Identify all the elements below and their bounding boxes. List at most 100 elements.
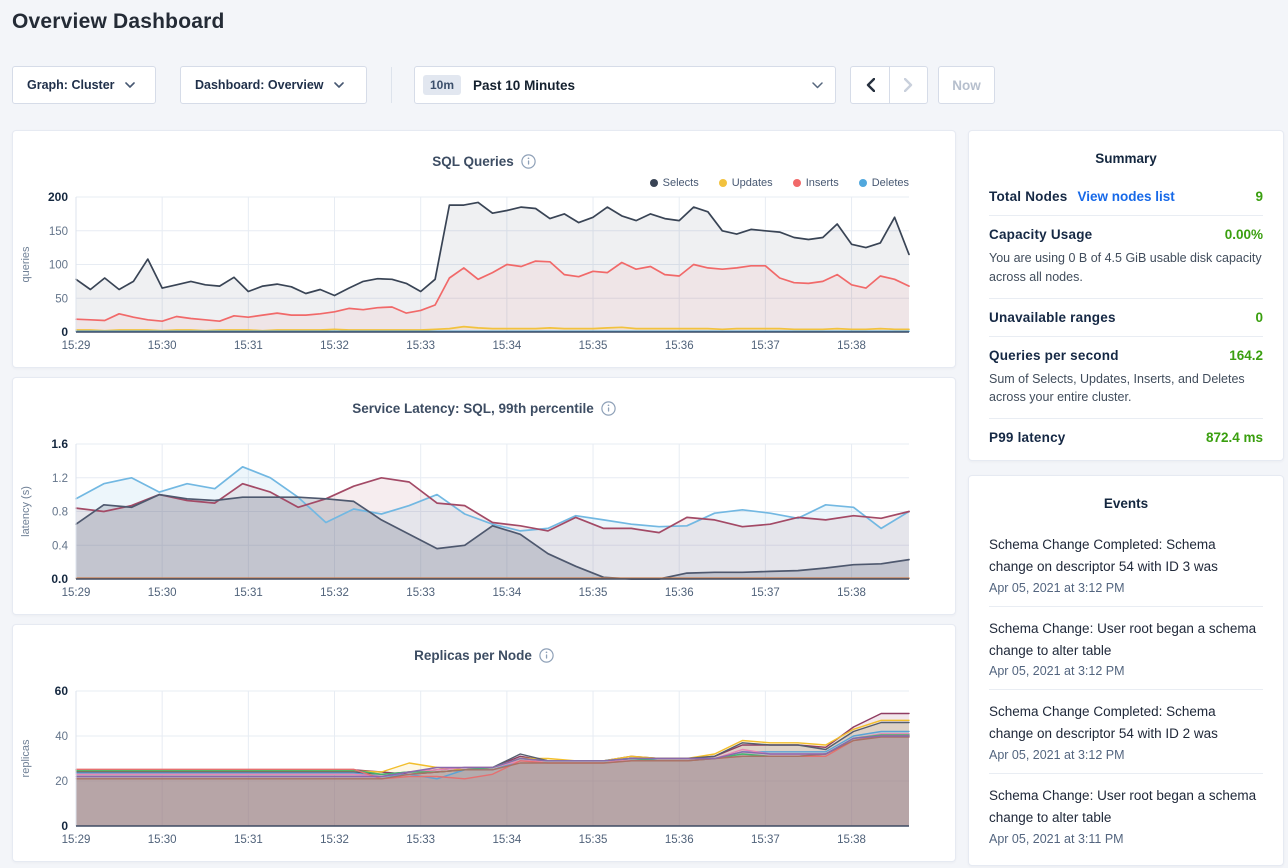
- series-line-node-8: [75, 736, 910, 780]
- event-message: Schema Change Completed: Schema change o…: [989, 704, 1218, 742]
- y-axis-label: queries: [20, 246, 32, 283]
- x-tick-label: 15:29: [62, 340, 91, 352]
- prev-time-button[interactable]: [851, 67, 889, 103]
- event-item[interactable]: Schema Change: User root began a schema …: [989, 607, 1263, 691]
- chevron-down-icon: [812, 81, 823, 88]
- toolbar: Graph: Cluster Dashboard: Overview 10m P…: [0, 66, 1288, 104]
- summary-card: Summary Total Nodes View nodes list 9 Ca…: [968, 130, 1284, 461]
- events-title: Events: [1103, 496, 1149, 511]
- x-tick-label: 15:38: [837, 587, 866, 599]
- summary-title: Summary: [1095, 151, 1157, 166]
- y-tick-label: 60: [55, 684, 69, 698]
- y-tick-label: 100: [49, 260, 68, 272]
- charts-column: SQL Queries Selects Updates Inserts Deletes…: [12, 130, 956, 868]
- legend-item-deletes: Deletes: [858, 177, 909, 189]
- y-tick-label: 40: [55, 731, 68, 743]
- dashboard-dropdown[interactable]: Dashboard: Overview: [180, 66, 367, 104]
- series-area-node-5: [76, 733, 909, 826]
- y-tick-label: 1.2: [52, 473, 68, 485]
- x-tick-label: 15:33: [406, 587, 435, 599]
- service-latency-plot[interactable]: 15:29 15:30 15:31 15:32 15:33 15:34 15:35 15:36…: [13, 424, 955, 616]
- chart-legend: Selects Updates Inserts Deletes: [649, 177, 909, 189]
- y-tick-label: 0.8: [52, 507, 68, 519]
- x-tick-label: 15:35: [579, 834, 608, 846]
- y-tick-label: 20: [55, 776, 68, 788]
- summary-row-capacity-usage: Capacity Usage 0.00% You are using 0 B o…: [989, 216, 1263, 299]
- summary-subtext: Sum of Selects, Updates, Inserts, and De…: [989, 371, 1245, 405]
- view-nodes-link[interactable]: View nodes list: [1077, 189, 1175, 204]
- legend-item-updates: Updates: [718, 177, 773, 189]
- x-tick-label: 15:32: [320, 587, 349, 599]
- series-line-Selects: [75, 201, 910, 297]
- x-tick-label: 15:36: [665, 587, 694, 599]
- graph-dropdown[interactable]: Graph: Cluster: [12, 66, 156, 104]
- chevron-down-icon: [333, 82, 344, 88]
- summary-row-p99-latency: P99 latency 872.4 ms: [989, 419, 1263, 456]
- next-time-button[interactable]: [889, 67, 927, 103]
- info-icon[interactable]: [539, 647, 554, 663]
- event-item[interactable]: Schema Change Completed: Schema change o…: [989, 690, 1263, 775]
- y-axis-label: replicas: [20, 739, 32, 777]
- event-message: Schema Change Completed: Schema change o…: [989, 537, 1218, 574]
- event-timestamp: Apr 05, 2021 at 3:12 PM: [989, 664, 1125, 679]
- series-line-node-9: [75, 735, 910, 778]
- x-tick-label: 15:35: [579, 587, 608, 599]
- y-tick-label: 1.6: [51, 437, 68, 451]
- series-area-node-3: [76, 494, 909, 579]
- summary-label: Unavailable ranges: [989, 309, 1116, 325]
- summary-row-unavailable-ranges: Unavailable ranges 0: [989, 299, 1263, 337]
- events-card: Events Schema Change Completed: Schema c…: [968, 475, 1284, 866]
- series-area-node-4: [76, 731, 909, 826]
- series-line-Inserts: [75, 260, 910, 323]
- legend-label: Deletes: [871, 177, 909, 189]
- event-item[interactable]: Schema Change Completed: Schema change o…: [989, 523, 1263, 607]
- y-tick-label: 50: [55, 293, 68, 305]
- summary-label: Total Nodes: [989, 189, 1068, 204]
- x-tick-label: 15:29: [62, 587, 91, 599]
- x-tick-label: 15:30: [148, 340, 177, 352]
- now-button[interactable]: Now: [938, 66, 995, 104]
- toolbar-divider: [391, 67, 392, 103]
- chevron-left-icon: [866, 78, 875, 92]
- summary-subtext: You are using 0 B of 4.5 GiB usable disk…: [989, 251, 1262, 284]
- time-range-label: Past 10 Minutes: [473, 77, 576, 93]
- legend-dot: [792, 179, 801, 187]
- x-tick-label: 15:36: [665, 834, 694, 846]
- legend-dot: [858, 179, 867, 187]
- x-tick-label: 15:36: [665, 340, 694, 352]
- y-tick-label: 150: [49, 226, 68, 238]
- x-tick-label: 15:38: [837, 834, 866, 846]
- service-latency-chart-card: Service Latency: SQL, 99th percentile 15…: [12, 377, 956, 615]
- info-icon[interactable]: [521, 153, 536, 169]
- time-range-selector[interactable]: 10m Past 10 Minutes: [414, 66, 836, 104]
- x-tick-label: 15:30: [148, 834, 177, 846]
- series-area-node-6: [76, 734, 909, 826]
- y-tick-label: 0: [61, 325, 68, 339]
- summary-label: P99 latency: [989, 430, 1066, 445]
- x-tick-label: 15:34: [492, 587, 521, 599]
- info-icon[interactable]: [601, 400, 616, 416]
- summary-value: 872.4 ms: [1205, 430, 1263, 445]
- chevron-down-icon: [124, 82, 135, 88]
- chart-title: Replicas per Node: [414, 647, 532, 663]
- y-tick-label: 200: [48, 190, 68, 204]
- sql-queries-plot[interactable]: 15:29 15:30 15:31 15:32 15:33 15:34 15:35 15:36…: [13, 177, 955, 369]
- summary-value: 0.00%: [1224, 227, 1263, 242]
- y-tick-label: 0: [61, 819, 68, 833]
- x-tick-label: 15:31: [234, 340, 263, 352]
- legend-label: Inserts: [805, 177, 839, 189]
- summary-value: 9: [1255, 189, 1263, 204]
- x-tick-label: 15:30: [148, 587, 177, 599]
- x-tick-label: 15:29: [62, 834, 91, 846]
- x-tick-label: 15:34: [492, 340, 521, 352]
- series-area-Selects: [76, 202, 909, 332]
- replicas-per-node-plot[interactable]: 15:29 15:30 15:31 15:32 15:33 15:34 15:35 15:36…: [13, 671, 955, 863]
- x-tick-label: 15:33: [406, 834, 435, 846]
- legend-dot: [649, 179, 658, 187]
- event-item[interactable]: Schema Change: User root began a schema …: [989, 774, 1263, 857]
- event-timestamp: Apr 05, 2021 at 3:11 PM: [989, 831, 1124, 846]
- y-tick-label: 0.0: [51, 572, 68, 586]
- time-range-badge: 10m: [423, 75, 462, 95]
- series-area-node-8: [76, 737, 909, 826]
- series-line-Updates: [75, 325, 910, 332]
